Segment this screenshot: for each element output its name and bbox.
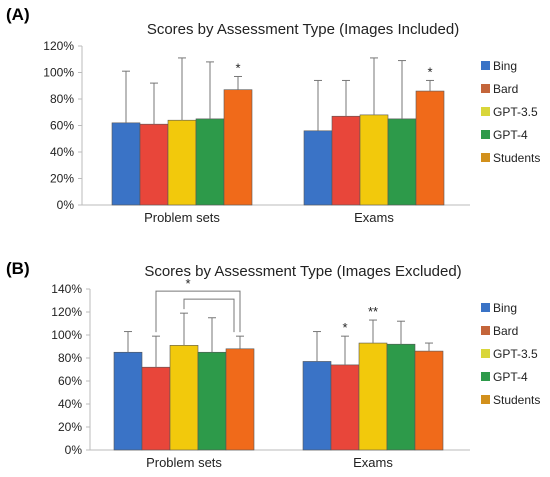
y-tick-label: 40% (50, 145, 74, 159)
bar-gpt-3-5 (359, 114, 389, 206)
x-category-label: Exams (353, 455, 393, 470)
y-tick-label: 0% (65, 443, 83, 457)
legend-label: Bing (493, 59, 517, 73)
legend-swatch (481, 84, 490, 93)
legend-swatch (481, 303, 490, 312)
panel-a: (A) Scores by Assessment Type (Images In… (6, 5, 540, 225)
bar-students (225, 348, 255, 451)
bar-gpt-4 (195, 118, 225, 206)
plot-area-b: 0% 20% 40% 60% 80% 100% 120% 140% Problem sets Ex… (51, 276, 470, 470)
bar-gpt-3-5 (169, 345, 199, 451)
bar-bing (302, 361, 332, 451)
legend-swatch (481, 395, 490, 404)
legend-swatch (481, 130, 490, 139)
bar-gpt-3-5 (167, 119, 197, 206)
bar-gpt-4 (387, 118, 417, 206)
significance-mark: * (235, 60, 240, 75)
y-tick-label: 60% (50, 119, 74, 133)
y-tick-label: 40% (58, 397, 82, 411)
legend-b: Bing Bard GPT-3.5 GPT-4 Students (481, 301, 540, 407)
y-tick-label: 140% (51, 282, 82, 296)
panel-b: (B) Scores by Assessment Type (Images Ex… (6, 259, 540, 470)
y-tick-label: 80% (58, 351, 82, 365)
significance-bracket-inner (183, 298, 235, 333)
significance-mark: ** (368, 304, 378, 319)
legend-swatch (481, 372, 490, 381)
bar-bard (330, 364, 360, 451)
legend-label: Students (493, 393, 540, 407)
bar-gpt-4 (386, 343, 416, 451)
y-tick-label: 120% (51, 305, 82, 319)
bar-bard (331, 115, 361, 206)
significance-mark: * (185, 276, 190, 291)
chart-title-a: Scores by Assessment Type (Images Includ… (147, 21, 459, 38)
chart-title-b: Scores by Assessment Type (Images Exclud… (144, 263, 461, 280)
bar-bing (111, 122, 141, 206)
x-category-label: Problem sets (146, 455, 222, 470)
legend-swatch (481, 326, 490, 335)
legend-label: Bing (493, 301, 517, 315)
legend-label: Students (493, 151, 540, 165)
legend-label: Bard (493, 82, 518, 96)
x-category-label: Problem sets (144, 210, 220, 225)
bar-gpt-3-5 (358, 342, 388, 451)
legend-label: GPT-4 (493, 128, 528, 142)
legend-label: GPT-4 (493, 370, 528, 384)
y-tick-label: 60% (58, 374, 82, 388)
significance-bracket (155, 290, 241, 333)
plot-area-a: 0% 20% 40% 60% 80% 100% 120% Problem sets Exams *… (43, 39, 470, 225)
legend-a: Bing Bard GPT-3.5 GPT-4 Students (481, 59, 540, 165)
significance-mark: * (427, 64, 432, 79)
legend-label: GPT-3.5 (493, 105, 538, 119)
bar-bing (113, 351, 143, 451)
bar-bard (139, 123, 169, 206)
panel-label-a: (A) (6, 5, 30, 24)
bar-bing (303, 130, 333, 206)
y-tick-label: 100% (51, 328, 82, 342)
y-tick-label: 100% (43, 66, 74, 80)
bar-bard (141, 366, 171, 451)
legend-swatch (481, 153, 490, 162)
y-tick-label: 20% (50, 172, 74, 186)
bar-students (415, 90, 445, 206)
legend-label: Bard (493, 324, 518, 338)
legend-swatch (481, 107, 490, 116)
legend-swatch (481, 61, 490, 70)
y-tick-label: 80% (50, 92, 74, 106)
significance-mark: * (342, 320, 347, 335)
y-tick-label: 20% (58, 420, 82, 434)
panel-label-b: (B) (6, 259, 30, 278)
x-category-label: Exams (354, 210, 394, 225)
y-tick-label: 0% (57, 198, 75, 212)
bar-gpt-4 (197, 351, 227, 451)
bar-students (414, 350, 444, 451)
bar-students (223, 89, 253, 206)
legend-swatch (481, 349, 490, 358)
y-tick-label: 120% (43, 39, 74, 53)
legend-label: GPT-3.5 (493, 347, 538, 361)
